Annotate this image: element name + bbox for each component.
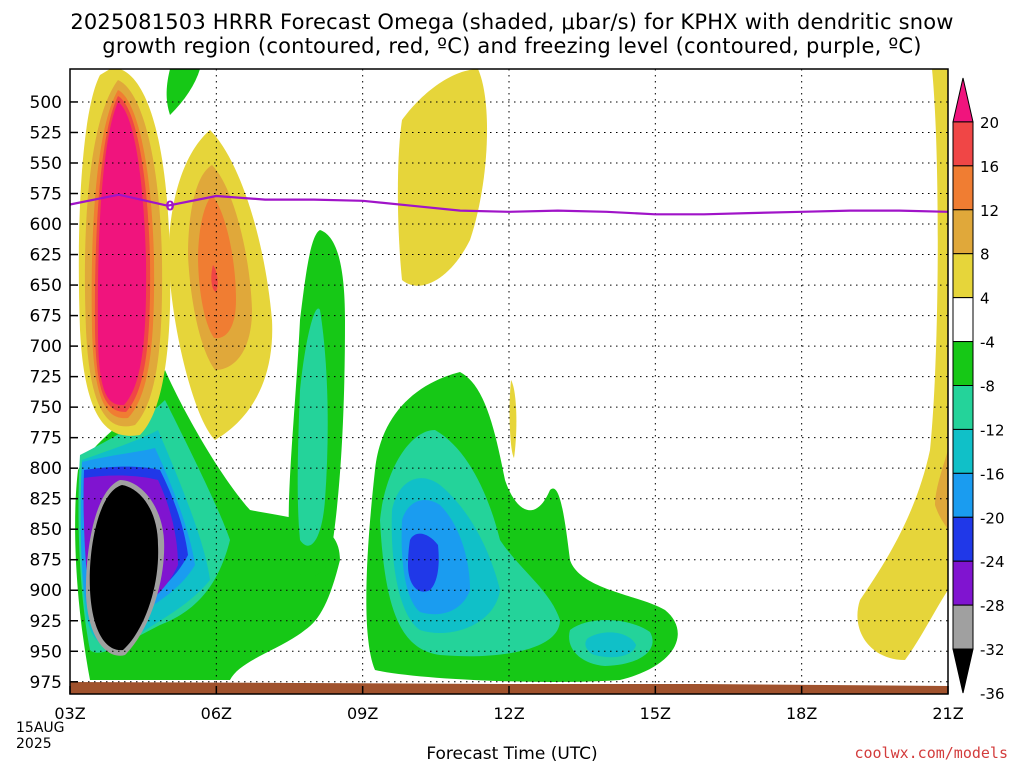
omega-region-neg-24-mid [408,533,439,592]
y-tick-label-950: 950 [30,642,62,662]
colorbar-segment-9 [952,472,974,518]
x-axis-label: Forecast Time (UTC) [426,744,598,764]
colorbar-label-4: 4 [980,290,990,308]
colorbar-segment-4 [952,253,974,299]
colorbar-segment-7 [952,385,974,430]
colorbar: 20 16 12 8 4 -4 -8 -12 -16 -20 -24 -28 -32 -36 [952,77,1005,703]
y-tick-label-750: 750 [30,398,62,418]
omega-region-pos-12-mid [198,195,236,339]
omega-region-pos-8-late [935,450,948,530]
colorbar-top-arrow [952,77,974,123]
omega-region-pos-4-late [857,69,948,660]
colorbar-bottom-arrow [952,648,974,694]
x-tick-label-18Z: 18Z [786,704,817,723]
y-tick-label-775: 775 [30,429,62,449]
colorbar-segment-10 [952,516,974,562]
y-tick-label-600: 600 [30,215,62,235]
y-tick-label-700: 700 [30,337,62,357]
x-tick-label-21Z: 21Z [932,704,963,723]
x-tick-label-12Z: 12Z [493,704,524,723]
y-tick-label-550: 550 [30,154,62,174]
omega-region-neg-8-topcap [166,69,200,115]
colorbar-label--16: -16 [980,465,1005,483]
colorbar-segment-6 [952,341,974,387]
colorbar-segment-5 [952,297,974,343]
colorbar-label-20: 20 [980,114,999,132]
colorbar-label--8: -8 [980,378,995,396]
colorbar-label--36: -36 [980,685,1005,703]
chart-title-line1: 2025081503 HRRR Forecast Omega (shaded, … [70,10,954,34]
y-tick-label-525: 525 [30,123,62,143]
colorbar-segment-11 [952,560,974,606]
colorbar-label-12: 12 [980,202,999,220]
colorbar-label--32: -32 [980,641,1005,659]
y-tick-label-500: 500 [30,93,62,113]
colorbar-label--4: -4 [980,334,995,352]
source-credit: coolwx.com/models [854,744,1008,762]
y-tick-label-650: 650 [30,276,62,296]
colorbar-label--12: -12 [980,421,1005,439]
x-tick-label-09Z: 09Z [347,704,378,723]
omega-region-pos-4-sliver [509,380,517,458]
colorbar-label--20: -20 [980,509,1005,527]
y-tick-label-900: 900 [30,581,62,601]
plot-frame [69,68,949,695]
x-tick-label-15Z: 15Z [640,704,671,723]
date-year-label: 2025 [16,736,52,752]
colorbar-label-8: 8 [980,246,990,264]
colorbar-segment-3 [952,209,974,255]
gridlines [70,69,948,694]
y-tick-label-725: 725 [30,368,62,388]
colorbar-label--24: -24 [980,553,1005,571]
colorbar-segment-12 [952,604,974,650]
y-tick-label-875: 875 [30,551,62,571]
colorbar-label--28: -28 [980,597,1005,615]
y-tick-label-800: 800 [30,459,62,479]
colorbar-segment-8 [952,428,974,474]
colorbar-segment-2 [952,165,974,211]
date-day-label: 15AUG [16,720,65,736]
omega-field [75,69,948,682]
colorbar-segment-1 [952,121,974,167]
x-tick-label-03Z: 03Z [54,704,85,723]
y-tick-label-675: 675 [30,307,62,327]
y-tick-label-575: 575 [30,185,62,205]
y-axis-ticks: 500 525 550 575 600 625 650 675 700 725 750 775 800 8… [30,93,78,693]
omega-region-pos-4-upper [397,69,488,286]
freezing-level-line [69,193,949,216]
x-axis-ticks: 03Z 06Z 09Z 12Z 15Z 18Z 21Z [54,686,964,723]
colorbar-label-16: 16 [980,158,999,176]
x-tick-label-06Z: 06Z [201,704,232,723]
omega-region-neg-12-column [297,308,328,546]
y-tick-label-925: 925 [30,612,62,632]
freezing-level-label: 0 [165,200,174,215]
y-tick-label-625: 625 [30,246,62,266]
y-tick-label-850: 850 [30,520,62,540]
omega-region-neg-36-early [89,485,159,651]
y-tick-label-825: 825 [30,490,62,510]
freezing-level-series: 0 [69,193,949,216]
chart-title-line2: growth region (contoured, red, ºC) and f… [102,34,922,58]
omega-region-pos-20-early [97,102,147,406]
y-tick-label-975: 975 [30,673,62,693]
